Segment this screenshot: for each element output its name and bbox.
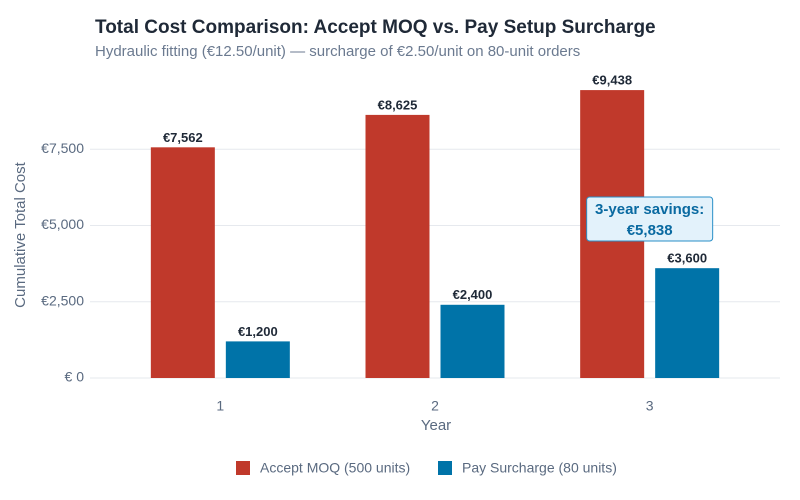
y-axis-title: Cumulative Total Cost bbox=[12, 161, 29, 307]
legend-swatch bbox=[438, 461, 452, 475]
x-tick-label: 2 bbox=[431, 398, 439, 414]
y-tick-label: €5,000 bbox=[41, 216, 84, 232]
annotation-text: €5,838 bbox=[627, 222, 673, 239]
y-tick-label: €7,500 bbox=[41, 140, 84, 156]
chart-title: Total Cost Comparison: Accept MOQ vs. Pa… bbox=[95, 17, 656, 38]
legend-label: Pay Surcharge (80 units) bbox=[462, 460, 617, 476]
chart-subtitle: Hydraulic fitting (€12.50/unit) — surcha… bbox=[95, 43, 580, 60]
value-label: €3,600 bbox=[667, 251, 707, 266]
value-label: €1,200 bbox=[238, 324, 278, 339]
bar bbox=[365, 114, 430, 379]
value-label: €9,438 bbox=[592, 73, 632, 88]
bar bbox=[440, 304, 505, 378]
x-tick-label: 1 bbox=[216, 398, 224, 414]
bar bbox=[225, 341, 290, 378]
x-tick-label: 3 bbox=[646, 398, 654, 414]
y-tick-label: €2,500 bbox=[41, 292, 84, 308]
bar bbox=[655, 268, 720, 378]
value-label: €8,625 bbox=[378, 97, 418, 112]
bar bbox=[150, 147, 215, 378]
annotation-text: 3-year savings: bbox=[595, 201, 704, 218]
value-label: €7,562 bbox=[163, 130, 203, 145]
annotation-box bbox=[586, 196, 714, 242]
value-label: €2,400 bbox=[453, 287, 493, 302]
x-axis-title: Year bbox=[421, 417, 451, 434]
legend-swatch bbox=[236, 461, 250, 475]
legend-label: Accept MOQ (500 units) bbox=[260, 460, 410, 476]
y-tick-label: € 0 bbox=[65, 369, 85, 385]
